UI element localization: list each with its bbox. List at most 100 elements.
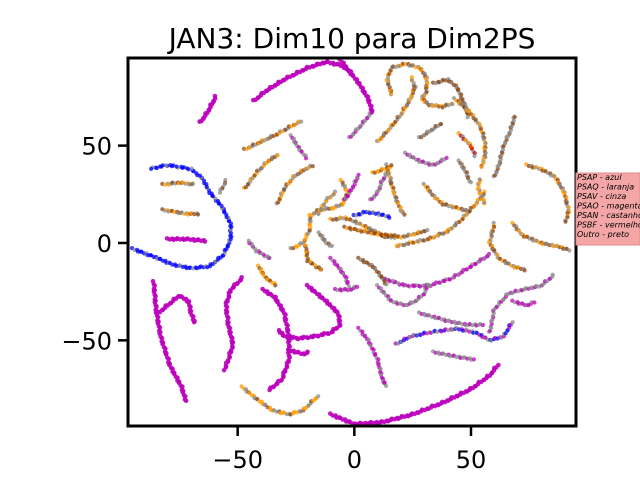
point-cluster: [356, 325, 389, 388]
data-point: [202, 239, 208, 244]
data-point: [471, 357, 476, 362]
data-point: [392, 233, 397, 238]
data-point: [550, 272, 555, 277]
data-point: [565, 211, 570, 216]
data-point: [415, 239, 420, 244]
point-cluster: [164, 236, 208, 244]
point-cluster: [384, 162, 407, 217]
data-point: [346, 284, 351, 289]
legend-entry: PSAV - cinza: [577, 192, 626, 201]
data-point: [371, 347, 376, 352]
point-cluster: [239, 384, 321, 417]
data-point: [217, 190, 223, 195]
data-point: [394, 243, 399, 249]
data-point: [153, 165, 158, 170]
data-point: [299, 119, 304, 124]
data-point: [338, 177, 343, 183]
point-cluster: [260, 286, 293, 393]
data-point: [387, 215, 392, 220]
data-point: [273, 283, 278, 288]
x-tick-label: −50: [212, 446, 263, 474]
point-cluster: [274, 163, 315, 206]
chart-title: JAN3: Dim10 para Dim2PS: [167, 22, 536, 55]
point-cluster: [421, 181, 472, 214]
data-point: [481, 160, 486, 165]
data-point: [195, 212, 201, 217]
data-point: [179, 164, 184, 169]
data-point: [310, 164, 315, 169]
data-point: [246, 238, 251, 243]
data-point: [409, 75, 414, 80]
data-point: [189, 166, 194, 171]
data-point: [474, 201, 479, 206]
point-cluster: [394, 189, 487, 249]
data-point: [477, 177, 482, 182]
y-tick-label: 0: [97, 230, 112, 258]
x-tick-label: 50: [456, 446, 487, 474]
legend-box: [575, 172, 640, 246]
point-cluster: [346, 110, 374, 140]
point-cluster: [510, 298, 537, 308]
point-cluster: [384, 61, 455, 110]
data-point: [402, 212, 407, 217]
data-point: [174, 164, 179, 169]
point-cluster: [510, 220, 572, 253]
point-cluster: [332, 284, 360, 293]
data-point: [465, 115, 470, 120]
point-cluster: [241, 119, 304, 152]
data-point: [444, 155, 449, 160]
point-cluster: [491, 114, 517, 179]
point-cluster: [129, 163, 234, 271]
point-cluster: [328, 362, 501, 427]
data-point: [467, 209, 472, 214]
point-cluster: [241, 153, 280, 190]
data-point: [221, 367, 227, 373]
point-cluster: [251, 59, 354, 103]
point-cluster: [402, 150, 449, 167]
data-point: [481, 156, 486, 161]
legend-entry: PSAP - azul: [577, 173, 622, 182]
data-point: [185, 166, 190, 171]
data-point: [480, 323, 485, 328]
data-point: [421, 238, 426, 243]
data-point: [356, 172, 361, 177]
data-point: [522, 268, 527, 273]
point-cluster: [316, 189, 338, 217]
data-point: [190, 181, 195, 186]
point-cluster: [393, 320, 515, 346]
point-cluster: [246, 238, 272, 260]
point-cluster: [316, 230, 334, 248]
data-point: [355, 284, 360, 289]
point-cluster: [303, 243, 324, 272]
data-point: [329, 243, 334, 248]
data-point: [384, 383, 389, 388]
data-point: [437, 280, 442, 285]
data-point: [472, 154, 477, 159]
point-cluster: [288, 133, 309, 161]
data-point: [191, 319, 197, 325]
data-point: [425, 282, 430, 287]
data-point: [163, 163, 168, 168]
data-point: [446, 277, 451, 282]
data-point: [276, 327, 282, 333]
data-point: [459, 92, 464, 97]
data-points: [129, 56, 572, 427]
data-point: [305, 349, 310, 355]
data-point: [464, 170, 470, 175]
point-cluster: [342, 224, 397, 238]
point-cluster: [197, 93, 218, 124]
data-point: [158, 164, 163, 169]
point-cluster: [286, 347, 310, 357]
point-cluster: [475, 177, 487, 206]
data-point: [512, 114, 517, 119]
data-point: [316, 211, 321, 217]
data-point: [222, 182, 227, 187]
data-point: [168, 163, 173, 168]
point-cluster: [276, 282, 343, 342]
point-cluster: [155, 293, 197, 325]
point-cluster: [416, 310, 485, 328]
data-point: [149, 166, 154, 171]
x-tick-label: 0: [347, 446, 362, 474]
data-point: [384, 282, 389, 287]
